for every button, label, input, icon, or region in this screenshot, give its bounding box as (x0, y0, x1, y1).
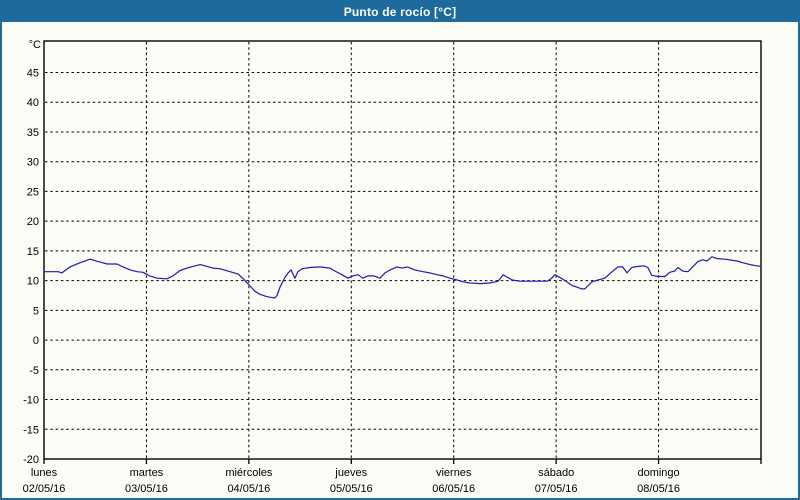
x-date-label-0: 02/05/16 (23, 483, 66, 495)
x-date-label-1: 03/05/16 (125, 483, 168, 495)
x-date-label-5: 07/05/16 (535, 483, 578, 495)
chart-area: 45 40 35 30 25 20 15 10 5 0 -5 -10 -15 -20 °C lunes 02/0… (2, 22, 798, 498)
x-day-label-domingo: domingo (637, 467, 679, 479)
y-tick-label-35: 35 (27, 127, 39, 139)
dew-point-line (43, 256, 762, 299)
window-title: Punto de rocío [°C] (343, 5, 457, 19)
x-day-label-viernes: viernes (436, 467, 472, 479)
y-tick-label-5: 5 (33, 305, 39, 317)
y-tick-label--15: -15 (23, 424, 39, 436)
x-day-label-jueves: jueves (334, 467, 367, 479)
y-tick-label--10: -10 (23, 395, 39, 407)
x-day-label-miércoles: miércoles (225, 467, 273, 479)
y-tick-label--5: -5 (29, 365, 39, 377)
dew-point-chart: 45 40 35 30 25 20 15 10 5 0 -5 -10 -15 -20 °C lunes 02/0… (23, 39, 762, 495)
y-tick-label-45: 45 (27, 68, 39, 80)
x-date-label-2: 04/05/16 (227, 483, 270, 495)
x-date-label-3: 05/05/16 (330, 483, 373, 495)
y-tick-label-20: 20 (27, 216, 39, 228)
y-tick-label-0: 0 (33, 335, 39, 347)
y-tick-label-15: 15 (27, 246, 39, 258)
x-date-label-4: 06/05/16 (432, 483, 475, 495)
x-day-label-lunes: lunes (31, 467, 58, 479)
x-date-label-6: 08/05/16 (637, 483, 680, 495)
y-tick-label-25: 25 (27, 186, 39, 198)
y-tick-label-40: 40 (27, 97, 39, 109)
x-day-label-martes: martes (130, 467, 164, 479)
y-tick-label-30: 30 (27, 157, 39, 169)
y-tick-label--20: -20 (23, 454, 39, 466)
window-titlebar: Punto de rocío [°C] (2, 2, 798, 22)
y-tick-label-10: 10 (27, 276, 39, 288)
y-axis-unit-label: °C (29, 39, 41, 51)
plot-border (43, 40, 762, 460)
x-day-label-sábado: sábado (538, 467, 574, 479)
